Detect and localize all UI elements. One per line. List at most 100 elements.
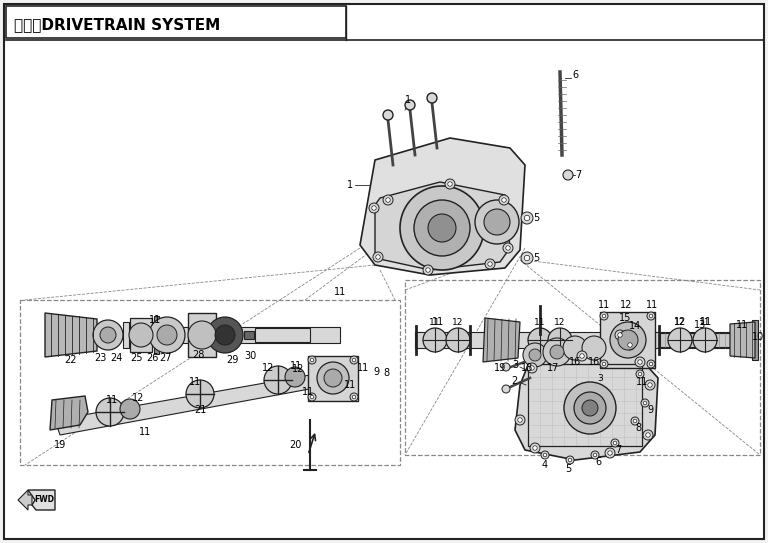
Text: 13: 13 [694,320,706,330]
Circle shape [308,356,316,364]
Circle shape [610,322,646,358]
Text: 21: 21 [194,405,206,415]
Circle shape [641,399,649,407]
Bar [6,6,346,38]
Circle shape [645,380,655,390]
Polygon shape [18,490,32,510]
Circle shape [285,367,305,387]
Circle shape [566,456,574,464]
Circle shape [188,321,216,349]
Circle shape [533,446,538,450]
Text: 12: 12 [452,318,464,326]
Text: 5: 5 [565,464,571,474]
Circle shape [633,419,637,423]
Circle shape [484,209,510,235]
Circle shape [530,443,540,453]
Circle shape [600,360,608,368]
Text: 7: 7 [615,445,621,455]
Circle shape [518,418,522,422]
Circle shape [580,353,584,358]
Circle shape [207,317,243,353]
Text: 15: 15 [619,313,631,323]
Circle shape [383,110,393,120]
Text: 12: 12 [674,318,686,326]
Circle shape [423,265,433,275]
Circle shape [602,314,606,318]
Circle shape [93,320,123,350]
Text: 12: 12 [262,363,274,373]
Circle shape [488,262,492,266]
Bar [20,300,400,465]
Bar [415,332,755,348]
Text: 29: 29 [226,355,238,365]
Text: 11: 11 [106,395,118,405]
Circle shape [525,216,530,220]
Text: 11: 11 [535,318,546,326]
Text: 19: 19 [54,440,66,450]
Circle shape [521,212,533,224]
Text: 11: 11 [432,317,444,327]
Circle shape [186,380,214,408]
Circle shape [543,338,571,366]
Text: 11: 11 [302,387,314,397]
Circle shape [100,327,116,343]
Circle shape [582,336,606,360]
Circle shape [324,369,342,387]
Circle shape [541,451,549,459]
Text: 12: 12 [674,317,686,327]
Circle shape [593,453,597,457]
Polygon shape [55,375,315,435]
Circle shape [611,439,619,447]
Text: 11: 11 [139,427,151,437]
Circle shape [423,328,447,352]
Text: 27: 27 [159,353,171,363]
Circle shape [317,362,349,394]
Circle shape [475,200,519,244]
Bar [600,312,655,368]
Text: 5: 5 [533,213,539,223]
Text: 19: 19 [494,363,506,373]
Text: 17: 17 [547,363,559,373]
Text: 1: 1 [405,95,411,105]
Text: 10: 10 [752,332,764,342]
Circle shape [647,312,655,320]
Polygon shape [515,352,658,460]
Circle shape [310,358,314,362]
Circle shape [506,246,510,250]
Bar [188,313,216,357]
Polygon shape [375,182,510,270]
Circle shape [638,372,642,376]
Text: 12: 12 [554,318,566,326]
Circle shape [499,195,509,205]
Circle shape [591,451,599,459]
Circle shape [386,198,390,202]
Circle shape [605,448,615,458]
Circle shape [644,401,647,405]
Circle shape [568,458,572,462]
Circle shape [400,186,484,270]
Circle shape [563,336,587,360]
Text: 11: 11 [334,287,346,297]
Text: 11: 11 [598,300,610,310]
Circle shape [353,395,356,399]
Text: 11: 11 [189,377,201,387]
Circle shape [647,383,652,387]
Circle shape [607,451,612,455]
Circle shape [636,370,644,378]
Circle shape [631,417,639,425]
Bar [244,331,254,339]
Circle shape [525,255,530,261]
Circle shape [445,179,455,189]
Text: 2: 2 [511,376,517,386]
Circle shape [617,333,622,337]
Bar [752,320,758,360]
Circle shape [548,328,572,352]
Text: 20: 20 [289,440,301,450]
Text: 8: 8 [383,368,389,378]
Circle shape [574,392,606,424]
Text: 11: 11 [699,318,710,326]
Text: 11: 11 [636,377,648,387]
Text: 24: 24 [110,353,122,363]
Text: 26: 26 [146,353,158,363]
Polygon shape [50,396,88,430]
